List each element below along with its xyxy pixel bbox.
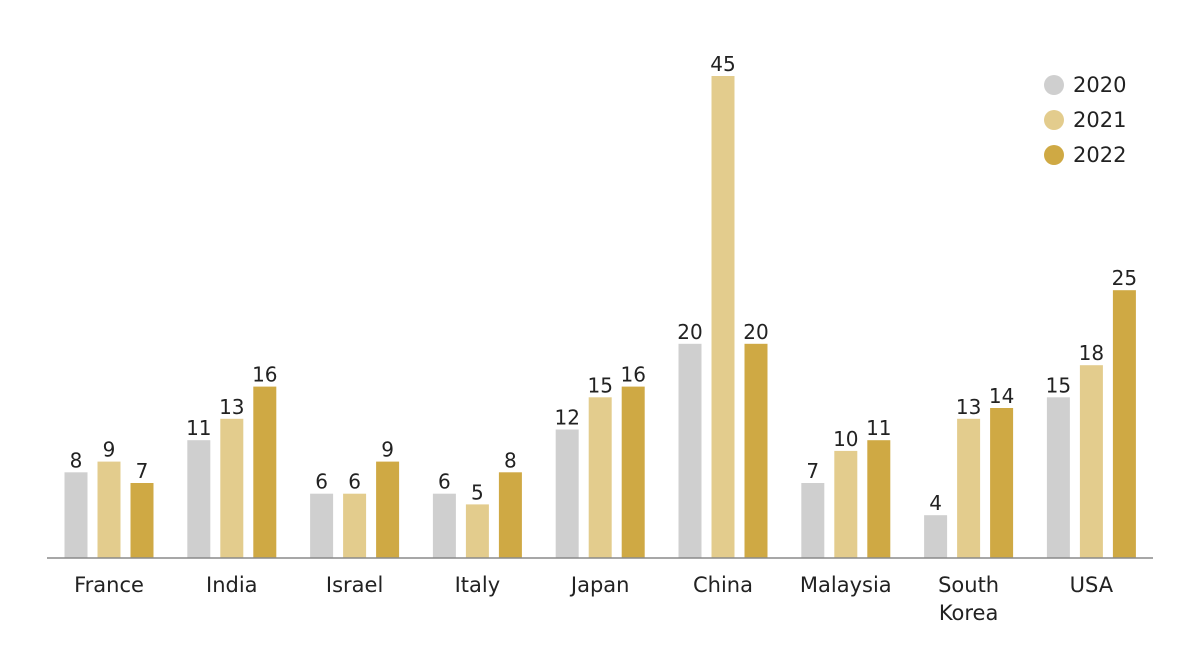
bar-malaysia-2021 bbox=[834, 450, 858, 558]
value-label-usa-2020: 15 bbox=[1046, 373, 1071, 397]
bar-india-2021 bbox=[220, 418, 244, 558]
bar-israel-2021 bbox=[343, 493, 367, 558]
value-label-israel-2020: 6 bbox=[315, 470, 328, 494]
value-label-france-2021: 9 bbox=[103, 438, 116, 462]
bar-south-korea-2022 bbox=[990, 408, 1014, 558]
bar-india-2020 bbox=[187, 440, 211, 558]
value-label-japan-2021: 15 bbox=[587, 373, 612, 397]
bar-japan-2020 bbox=[555, 429, 579, 558]
legend-label-2021: 2021 bbox=[1073, 108, 1126, 132]
bar-usa-2022 bbox=[1112, 290, 1136, 558]
bar-japan-2021 bbox=[588, 397, 612, 558]
category-labels-layer: France India Israel Italy Japan China Malaysia… bbox=[74, 573, 1114, 625]
bar-italy-2020 bbox=[432, 493, 456, 558]
legend: 2020 2021 2022 bbox=[1044, 73, 1126, 167]
value-label-italy-2020: 6 bbox=[438, 470, 451, 494]
bar-italy-2021 bbox=[465, 504, 489, 558]
bar-france-2020 bbox=[64, 472, 88, 558]
value-label-china-2022: 20 bbox=[743, 320, 768, 344]
bar-usa-2021 bbox=[1079, 365, 1103, 558]
category-label-japan: Japan bbox=[569, 573, 630, 597]
legend-marker-2021 bbox=[1044, 110, 1064, 130]
bar-france-2021 bbox=[97, 461, 121, 558]
value-label-france-2020: 8 bbox=[70, 448, 83, 472]
value-label-usa-2022: 25 bbox=[1112, 266, 1137, 290]
category-label-usa: USA bbox=[1070, 573, 1114, 597]
value-label-india-2021: 13 bbox=[219, 395, 244, 419]
value-label-south-korea-2022: 14 bbox=[989, 384, 1014, 408]
category-label-france: France bbox=[74, 573, 144, 597]
value-label-israel-2021: 6 bbox=[348, 470, 361, 494]
bar-japan-2022 bbox=[621, 386, 645, 558]
value-label-india-2020: 11 bbox=[186, 416, 211, 440]
legend-label-2020: 2020 bbox=[1073, 73, 1126, 97]
value-label-malaysia-2022: 11 bbox=[866, 416, 891, 440]
category-label-india: India bbox=[206, 573, 258, 597]
value-label-india-2022: 16 bbox=[252, 363, 277, 387]
value-label-japan-2022: 16 bbox=[620, 363, 645, 387]
category-label-israel: Israel bbox=[326, 573, 383, 597]
value-label-japan-2020: 12 bbox=[554, 406, 579, 430]
category-label-south-korea: South Korea bbox=[938, 573, 999, 625]
value-label-south-korea-2020: 4 bbox=[929, 491, 942, 515]
bar-china-2022 bbox=[744, 343, 768, 558]
value-label-malaysia-2020: 7 bbox=[806, 459, 819, 483]
bar-france-2022 bbox=[130, 483, 154, 558]
bar-israel-2022 bbox=[376, 461, 400, 558]
bar-south-korea-2021 bbox=[957, 418, 981, 558]
category-label-china: China bbox=[693, 573, 753, 597]
bar-china-2021 bbox=[711, 76, 735, 558]
bar-malaysia-2022 bbox=[867, 440, 891, 558]
bar-malaysia-2020 bbox=[801, 483, 825, 558]
value-label-usa-2021: 18 bbox=[1079, 341, 1104, 365]
value-label-italy-2021: 5 bbox=[471, 480, 484, 504]
legend-marker-2022 bbox=[1044, 145, 1064, 165]
value-label-china-2021: 45 bbox=[710, 52, 735, 76]
value-label-china-2020: 20 bbox=[677, 320, 702, 344]
value-label-malaysia-2021: 10 bbox=[833, 427, 858, 451]
bar-usa-2020 bbox=[1046, 397, 1070, 558]
legend-label-2022: 2022 bbox=[1073, 143, 1126, 167]
category-label-italy: Italy bbox=[455, 573, 501, 597]
category-label-malaysia: Malaysia bbox=[800, 573, 892, 597]
bars-layer bbox=[64, 76, 1136, 558]
value-label-france-2022: 7 bbox=[136, 459, 149, 483]
bar-israel-2020 bbox=[310, 493, 334, 558]
value-label-israel-2022: 9 bbox=[381, 438, 394, 462]
legend-marker-2020 bbox=[1044, 75, 1064, 95]
bar-india-2022 bbox=[253, 386, 277, 558]
value-label-south-korea-2021: 13 bbox=[956, 395, 981, 419]
bar-south-korea-2020 bbox=[924, 515, 948, 558]
value-label-italy-2022: 8 bbox=[504, 448, 517, 472]
bar-italy-2022 bbox=[498, 472, 522, 558]
bar-china-2020 bbox=[678, 343, 702, 558]
